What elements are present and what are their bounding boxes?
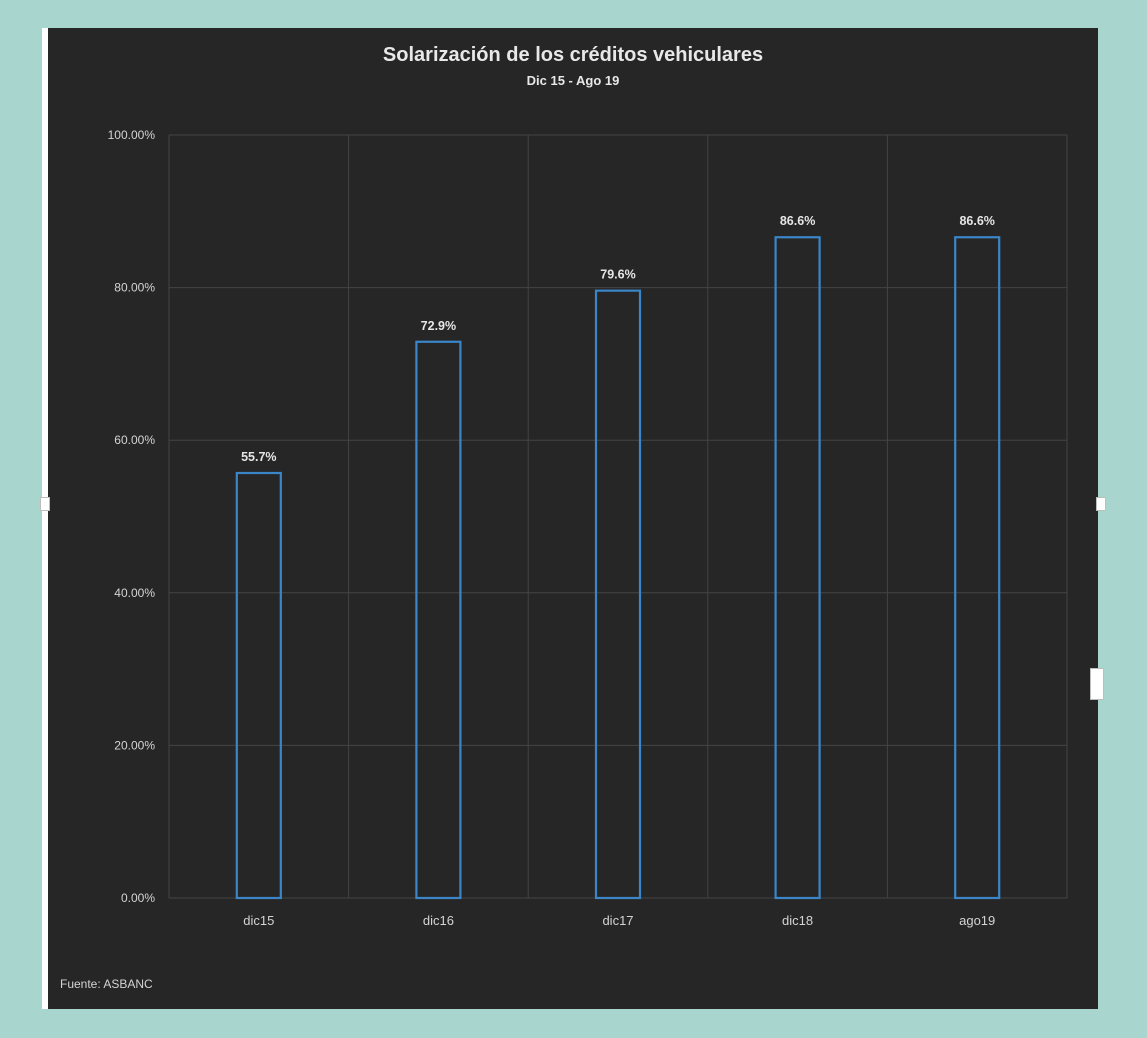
y-tick-label: 40.00% [114,586,155,600]
x-tick-label: dic18 [782,913,813,928]
gridlines [168,134,1068,899]
x-tick-label: dic15 [243,913,274,928]
chart-title: Solarización de los créditos vehiculares [383,44,763,66]
source-note: Fuente: ASBANC [60,977,153,991]
bar-dic16 [415,340,462,900]
y-tick-label: 80.00% [114,281,155,295]
y-tick-label: 0.00% [121,891,155,905]
bar-chart: Solarización de los créditos vehiculares… [60,44,1068,991]
data-label: 86.6% [959,214,994,228]
x-tick-label: dic17 [602,913,633,928]
x-axis-labels: dic15 dic16 dic17 dic18 ago19 [243,913,995,928]
bar-dic15 [235,471,282,900]
data-label: 72.9% [421,319,456,333]
bar-dic17 [594,289,642,900]
x-tick-label: dic16 [423,913,454,928]
data-label: 55.7% [241,450,276,464]
bar-dic18 [774,236,821,900]
data-label: 86.6% [780,214,815,228]
y-tick-label: 20.00% [114,738,155,752]
data-label: 79.6% [600,268,635,282]
chart-frame: Solarización de los créditos vehiculares… [48,28,1098,1009]
y-axis-ticks: 0.00% 20.00% 40.00% 60.00% 80.00% 100.00% [108,128,156,905]
resize-handle-right[interactable] [1096,497,1106,511]
bar-ago19 [954,236,1001,900]
x-tick-label: ago19 [959,913,995,928]
y-tick-label: 100.00% [108,128,156,142]
y-tick-label: 60.00% [114,433,155,447]
chart-subtitle: Dic 15 - Ago 19 [527,73,620,88]
resize-handle-left[interactable] [40,497,50,511]
bars [235,236,1001,900]
chart-side-button[interactable] [1090,668,1104,700]
data-labels: 55.7% 72.9% 79.6% 86.6% 86.6% [241,214,995,464]
